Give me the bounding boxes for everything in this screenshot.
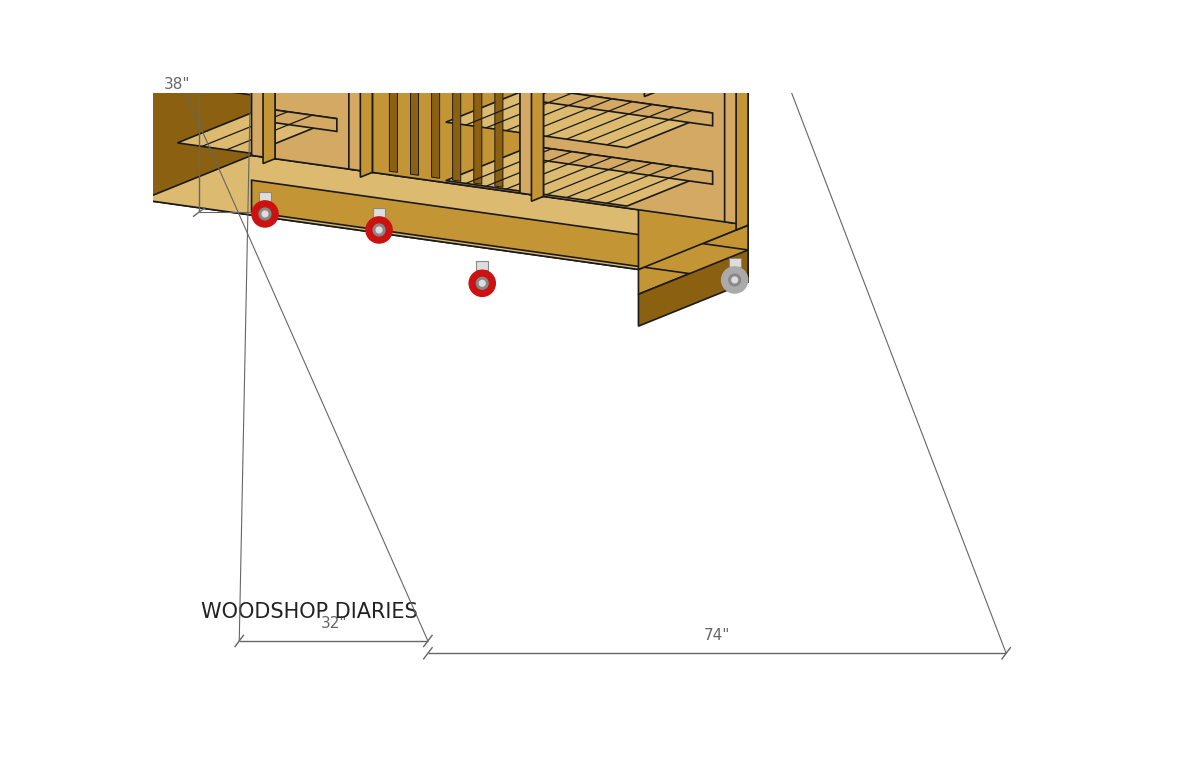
Polygon shape [520,16,748,225]
Text: 38": 38" [163,77,190,92]
Polygon shape [638,48,748,270]
Polygon shape [372,0,520,193]
Polygon shape [293,0,476,32]
Polygon shape [252,155,748,250]
Polygon shape [452,10,461,182]
Polygon shape [246,0,767,48]
Polygon shape [390,2,397,172]
Circle shape [262,211,268,217]
Text: 32": 32" [320,616,347,631]
Circle shape [373,224,385,236]
Polygon shape [252,0,372,172]
Polygon shape [736,48,748,230]
Circle shape [376,227,382,233]
Polygon shape [142,23,638,270]
Text: WOODSHOP DIARIES: WOODSHOP DIARIES [200,602,418,622]
Polygon shape [263,0,275,164]
Circle shape [476,277,488,289]
Polygon shape [349,0,372,172]
Polygon shape [252,0,275,159]
Circle shape [732,277,738,283]
Circle shape [469,270,496,296]
Polygon shape [470,11,648,49]
Polygon shape [532,87,713,125]
Polygon shape [410,4,419,175]
Polygon shape [532,146,713,184]
Polygon shape [520,16,544,196]
Text: 74": 74" [704,628,731,643]
Circle shape [721,267,748,293]
Circle shape [259,208,271,220]
Polygon shape [638,250,748,326]
Polygon shape [142,155,748,270]
Polygon shape [226,0,342,5]
Polygon shape [474,13,482,184]
Polygon shape [728,258,740,267]
Polygon shape [638,225,748,294]
Polygon shape [124,0,767,76]
Polygon shape [179,0,382,19]
Circle shape [252,201,278,227]
Polygon shape [263,108,337,132]
Circle shape [728,274,740,286]
Polygon shape [178,108,337,153]
Polygon shape [388,0,718,65]
Polygon shape [360,0,372,177]
Polygon shape [476,261,488,270]
Polygon shape [497,16,622,43]
Polygon shape [252,180,748,282]
Polygon shape [725,44,748,225]
Circle shape [366,217,392,243]
Polygon shape [494,16,503,187]
Polygon shape [532,19,544,201]
Circle shape [479,280,485,286]
Polygon shape [263,50,337,73]
Polygon shape [445,146,713,206]
Polygon shape [373,208,385,217]
Polygon shape [445,87,713,148]
Polygon shape [644,26,767,97]
Polygon shape [178,50,337,95]
Polygon shape [432,7,439,178]
Polygon shape [259,192,271,201]
